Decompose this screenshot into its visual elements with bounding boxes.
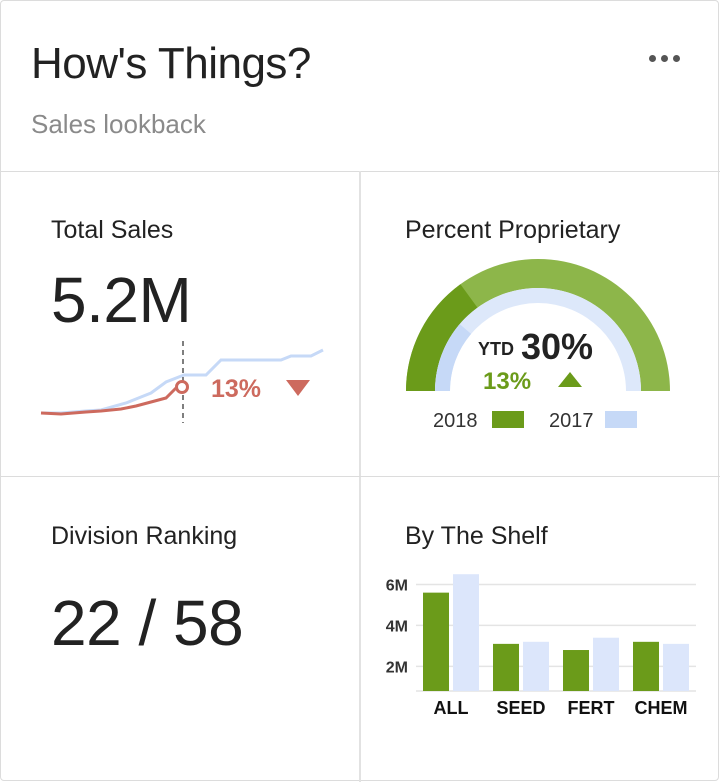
x-tick-label: SEED (496, 698, 545, 718)
by-the-shelf-chart: 2M 4M 6M ALL SEED FERT CHEM (386, 574, 696, 718)
total-sales-value: 5.2M (51, 264, 192, 336)
total-sales-sparkline: 13% (40, 341, 324, 423)
gauge-outer-arc (406, 259, 670, 391)
legend-2018-label: 2018 (433, 410, 478, 432)
more-horizontal-icon[interactable] (645, 49, 685, 69)
bar-all-series-2 (453, 574, 479, 691)
menu-dot (673, 55, 680, 62)
horizontal-divider (1, 476, 720, 477)
y-tick-label: 2M (386, 659, 408, 676)
legend-2017-swatch (605, 411, 637, 428)
menu-dot (661, 55, 668, 62)
percent-proprietary-label: Percent Proprietary (405, 216, 621, 244)
percent-proprietary-value: 30% (521, 326, 593, 367)
gauge-outer-fill (406, 284, 478, 391)
card-subtitle: Sales lookback (31, 109, 206, 139)
percent-proprietary-gauge: YTD 30% 13% 2018 2017 (406, 259, 670, 432)
legend-2017-label: 2017 (549, 410, 594, 432)
bar-all-series-1 (423, 592, 449, 691)
bar-chem-series-1 (633, 641, 659, 691)
total-sales-change: 13% (211, 375, 261, 403)
current-year-line (40, 385, 179, 416)
bar-fert-series-2 (593, 637, 619, 691)
x-tick-label: CHEM (635, 698, 688, 718)
y-tick-label: 6M (386, 577, 408, 594)
ytd-label: YTD (478, 339, 514, 359)
bar-chem-series-2 (663, 643, 689, 691)
division-ranking-value: 22 / 58 (51, 587, 244, 659)
y-tick-label: 4M (386, 618, 408, 635)
bar-seed-series-1 (493, 643, 519, 691)
gauge-inner-arc (435, 288, 641, 391)
legend-2018-swatch (492, 411, 524, 428)
percent-proprietary-change: 13% (483, 368, 531, 395)
bar-seed-series-2 (523, 641, 549, 691)
division-ranking-label: Division Ranking (51, 522, 238, 550)
total-sales-label: Total Sales (51, 216, 174, 244)
bar-fert-series-1 (563, 650, 589, 691)
trend-up-icon (558, 372, 582, 387)
x-tick-label: ALL (434, 698, 469, 718)
by-the-shelf-label: By The Shelf (405, 522, 548, 550)
x-tick-label: FERT (568, 698, 615, 718)
card-title: How's Things? (31, 39, 311, 88)
card-header: How's Things? Sales lookback (1, 1, 720, 172)
current-point-marker (175, 380, 189, 394)
trend-down-icon (286, 380, 310, 396)
menu-dot (649, 55, 656, 62)
gauge-inner-fill (435, 324, 472, 391)
